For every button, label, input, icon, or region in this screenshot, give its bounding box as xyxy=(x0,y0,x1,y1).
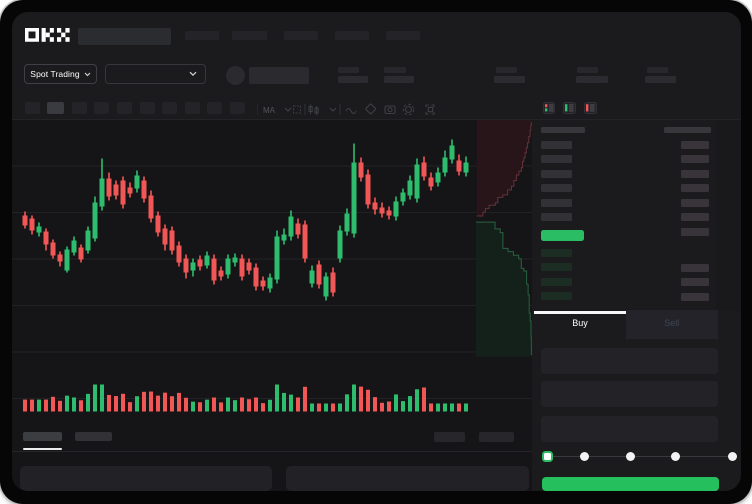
svg-text:MA: MA xyxy=(263,106,276,115)
